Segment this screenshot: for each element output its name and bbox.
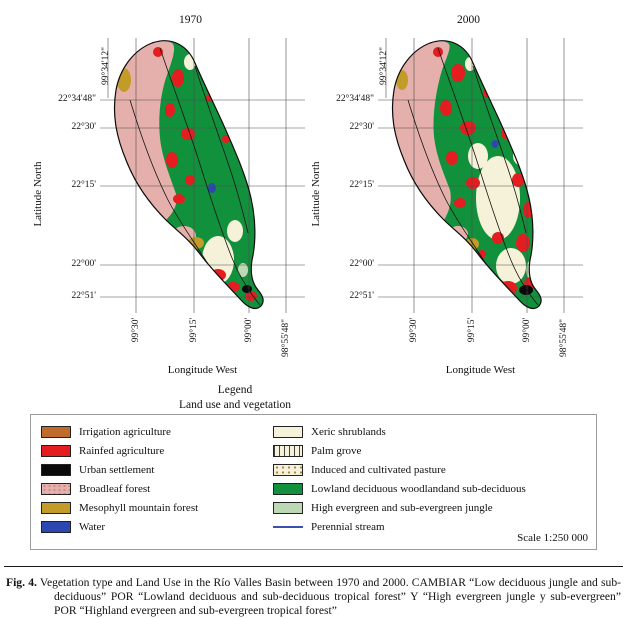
legend-swatch-induced-cultivated-pasture [273,463,303,476]
graticule [378,38,583,313]
legend-swatch-water [41,520,71,533]
map-area-2000 [378,38,583,313]
legend-label: Water [79,520,105,533]
legend-label: Palm grove [311,444,362,457]
legend-swatch-rainfed-agriculture [41,444,71,457]
legend-title: Legend [217,384,253,396]
legend-item: Broadleaf forest [41,479,198,498]
lat-tick: 22°30' [71,122,96,132]
lon-tick: 99°00' [522,317,532,343]
legend-label: Urban settlement [79,463,155,476]
lon-tick: 99°15' [189,317,199,343]
legend-item: High evergreen and sub-evergreen jungle [273,498,526,517]
legend-label: Lowland deciduous woodlandand sub-decidu… [311,482,526,495]
legend-label: Induced and cultivated pasture [311,463,446,476]
longitude-axis-label: Longitude West [445,364,516,376]
lat-tick: 22°30' [349,122,374,132]
lon-tick: 99°00' [244,317,254,343]
legend-label: Mesophyll mountain forest [79,501,199,514]
stream-lines [407,47,539,306]
map-title-1970: 1970 [179,14,202,26]
latitude-axis-label: Latitude North [32,161,44,227]
legend-swatch-high-evergreen-jungle [273,501,303,514]
lat-tick: 22°34'48" [336,94,374,104]
figure-caption: Fig. 4. Vegetation type and Land Use in … [6,576,621,618]
legend-swatch-xeric-shrublands [273,425,303,438]
legend-item: Xeric shrublands [273,422,526,441]
legend-label: Perennial stream [311,520,385,533]
legend-item: Urban settlement [41,460,198,479]
legend-label: Irrigation agriculture [79,425,171,438]
legend-swatch-irrigation-agriculture [41,425,71,438]
legend-item: Perennial stream [273,517,526,536]
top-lon-tick: 99°34'12" [379,47,389,85]
lat-tick: 22°51' [349,291,374,301]
map-scale: Scale 1:250 000 [517,532,588,544]
lon-tick: 98°55'48" [281,319,291,357]
map-title-2000: 2000 [457,14,480,26]
lon-tick: 99°30' [131,317,141,343]
map-panel-1970: 1970 Latitude North 22°34'48" 22°30' 22°… [28,8,320,376]
longitude-axis-label: Longitude West [167,364,238,376]
lon-tick: 98°55'48" [559,319,569,357]
legend-item: Irrigation agriculture [41,422,198,441]
latitude-axis-label: Latitude North [310,161,322,227]
legend-item: Induced and cultivated pasture [273,460,526,479]
legend-box: Irrigation agriculture Rainfed agricultu… [30,414,597,550]
legend-item: Water [41,517,198,536]
map-panel-2000: 2000 Latitude North 22°34'48" 22°30' 22°… [306,8,598,376]
legend-label: Broadleaf forest [79,482,151,495]
lat-tick: 22°15' [71,180,96,190]
legend-item: Palm grove [273,441,526,460]
top-lon-tick: 99°34'12" [101,47,111,85]
lon-tick: 99°30' [409,317,419,343]
legend-label: Xeric shrublands [311,425,386,438]
graticule [100,38,305,313]
map-1970 [100,38,305,313]
lat-tick: 22°34'48" [58,94,96,104]
legend-item: Mesophyll mountain forest [41,498,198,517]
legend-swatch-broadleaf-forest [41,482,71,495]
legend-column-right: Xeric shrublands Palm grove Induced and … [273,422,526,536]
lat-tick: 22°00' [71,259,96,269]
map-2000 [378,38,583,313]
basin-outline [113,40,264,310]
legend-swatch-perennial-stream [273,521,303,533]
legend-label: Rainfed agriculture [79,444,165,457]
figure-caption-text: Vegetation type and Land Use in the Río … [39,576,621,618]
stream-line-sample [273,525,303,528]
legend-item: Lowland deciduous woodlandand sub-decidu… [273,479,526,498]
legend-swatch-palm-grove [273,444,303,457]
legend-swatch-urban-settlement [41,463,71,476]
legend-label: High evergreen and sub-evergreen jungle [311,501,493,514]
lon-tick: 99°15' [467,317,477,343]
legend-item: Rainfed agriculture [41,441,198,460]
stream-lines [129,47,261,306]
legend-subtitle: Land use and vegetation [178,399,292,411]
lat-tick: 22°15' [349,180,374,190]
legend-swatch-lowland-deciduous-woodland [273,482,303,495]
basin-outline [391,40,542,310]
caption-divider [4,566,623,567]
lat-tick: 22°00' [349,259,374,269]
map-area-1970 [100,38,305,313]
lat-tick: 22°51' [71,291,96,301]
legend-swatch-mesophyll-mountain-forest [41,501,71,514]
legend-column-left: Irrigation agriculture Rainfed agricultu… [41,422,198,536]
figure-caption-label: Fig. 4. [6,576,37,589]
